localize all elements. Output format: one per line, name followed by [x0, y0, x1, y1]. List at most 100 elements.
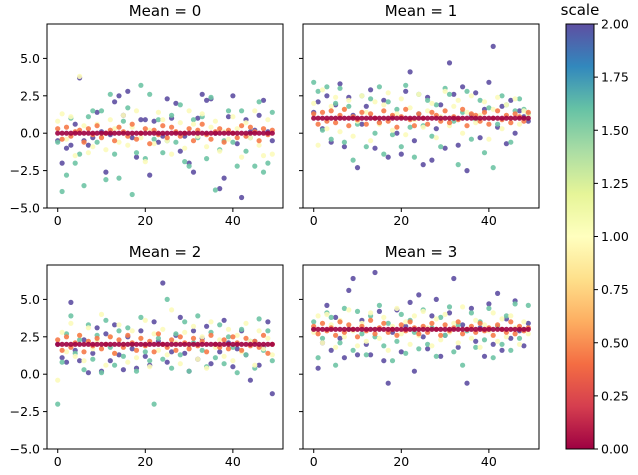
data-point-scale-1.5 [182, 319, 188, 325]
data-point-scale-1.5 [376, 302, 382, 308]
data-point-scale-1.5 [376, 84, 382, 90]
data-point-scale-2 [138, 117, 144, 123]
data-point-scale-0 [112, 341, 118, 347]
data-point-scale-2 [177, 148, 183, 154]
data-point-scale-1.5 [125, 105, 131, 111]
data-point-scale-0 [269, 341, 275, 347]
data-point-scale-1 [98, 311, 105, 317]
data-point-scale-0 [446, 326, 453, 332]
data-point-scale-0.5 [363, 121, 369, 127]
data-point-scale-0.5 [411, 123, 417, 129]
data-point-scale-2 [142, 117, 148, 123]
data-point-scale-0 [151, 130, 157, 136]
data-point-scale-2 [407, 69, 413, 75]
data-point-scale-0 [328, 115, 334, 121]
data-point-scale-0 [516, 115, 523, 121]
data-point-scale-1.5 [337, 85, 343, 91]
data-point-scale-2 [512, 130, 518, 136]
data-point-scale-2 [221, 317, 227, 323]
data-point-scale-1 [112, 126, 118, 132]
data-point-scale-2 [464, 168, 470, 174]
data-point-scale-0.5 [217, 126, 223, 132]
data-point-scale-1.5 [173, 331, 179, 337]
data-point-scale-1.5 [169, 365, 175, 371]
data-point-scale-2 [230, 364, 236, 370]
data-point-scale-1.5 [234, 163, 240, 169]
data-point-scale-2 [499, 103, 505, 109]
data-point-scale-0 [186, 130, 192, 136]
colorbar-tick-label: 0.75 [601, 282, 629, 297]
data-point-scale-0 [486, 115, 492, 121]
data-point-scale-0.5 [368, 111, 374, 117]
data-point-scale-1 [521, 108, 527, 114]
data-point-scale-2 [433, 296, 439, 302]
data-point-scale-0 [433, 326, 439, 332]
data-point-scale-1 [341, 334, 347, 340]
data-point-scale-1.5 [394, 106, 400, 112]
data-point-scale-1 [451, 103, 457, 109]
data-point-scale-2 [221, 175, 227, 181]
data-point-scale-0 [103, 130, 109, 136]
data-point-scale-1.5 [81, 183, 87, 189]
data-point-scale-2 [160, 280, 166, 286]
data-point-scale-1 [243, 320, 249, 326]
data-point-scale-0 [265, 341, 271, 347]
data-point-scale-0 [133, 341, 140, 347]
data-point-scale-0 [333, 115, 339, 121]
data-point-scale-1.5 [416, 346, 422, 352]
data-point-scale-0 [112, 130, 118, 136]
data-point-scale-1.5 [138, 314, 144, 320]
data-point-scale-2 [337, 335, 343, 341]
data-point-scale-0 [59, 341, 65, 347]
data-point-scale-1 [85, 325, 91, 331]
data-point-scale-1.5 [90, 108, 96, 114]
data-point-scale-2 [333, 314, 339, 320]
data-point-scale-0.5 [221, 139, 227, 145]
data-point-scale-2 [354, 352, 361, 358]
data-point-scale-1 [481, 99, 488, 105]
data-point-scale-1.5 [94, 139, 100, 145]
data-point-scale-1 [477, 344, 483, 350]
data-point-scale-1.5 [433, 102, 439, 108]
data-point-scale-1.5 [98, 108, 105, 114]
data-point-scale-1.5 [350, 157, 356, 163]
data-point-scale-0 [85, 130, 91, 136]
data-point-scale-1 [381, 314, 387, 320]
data-point-scale-1.5 [77, 337, 83, 343]
data-point-scale-0 [359, 326, 365, 332]
data-point-scale-1 [182, 329, 188, 335]
data-point-scale-1.5 [173, 139, 179, 145]
data-point-scale-0.5 [94, 123, 100, 129]
data-point-scale-1 [490, 310, 496, 316]
data-point-scale-2 [256, 112, 262, 118]
data-point-scale-2 [151, 118, 157, 124]
data-point-scale-1.5 [389, 132, 396, 138]
data-point-scale-1 [125, 142, 131, 148]
data-point-scale-0 [464, 326, 470, 332]
data-point-scale-0 [256, 130, 262, 136]
data-point-scale-0 [138, 341, 144, 347]
data-point-scale-0 [125, 130, 131, 136]
data-point-scale-1 [160, 117, 166, 123]
data-point-scale-0 [195, 341, 201, 347]
data-point-scale-2 [142, 353, 148, 359]
data-point-scale-0 [217, 341, 223, 347]
data-point-scale-0 [155, 341, 161, 347]
data-point-scale-0 [324, 115, 330, 121]
data-point-scale-1.5 [269, 109, 275, 115]
data-point-scale-2 [164, 96, 170, 102]
data-point-scale-0.5 [243, 335, 249, 341]
data-point-scale-0 [490, 326, 496, 332]
data-point-scale-0 [468, 326, 474, 332]
subplot-4: Mean = 3 0 20 40 [299, 243, 540, 469]
data-point-scale-0.5 [247, 124, 253, 130]
data-point-scale-0.5 [155, 331, 161, 337]
y-tick-label: 2.5 [20, 88, 40, 103]
data-point-scale-1 [234, 332, 240, 338]
data-point-scale-1 [508, 313, 514, 319]
data-point-scale-1 [403, 319, 409, 325]
data-point-scale-1.5 [151, 401, 157, 407]
data-point-scale-2 [234, 141, 240, 147]
data-point-scale-0 [481, 115, 488, 121]
